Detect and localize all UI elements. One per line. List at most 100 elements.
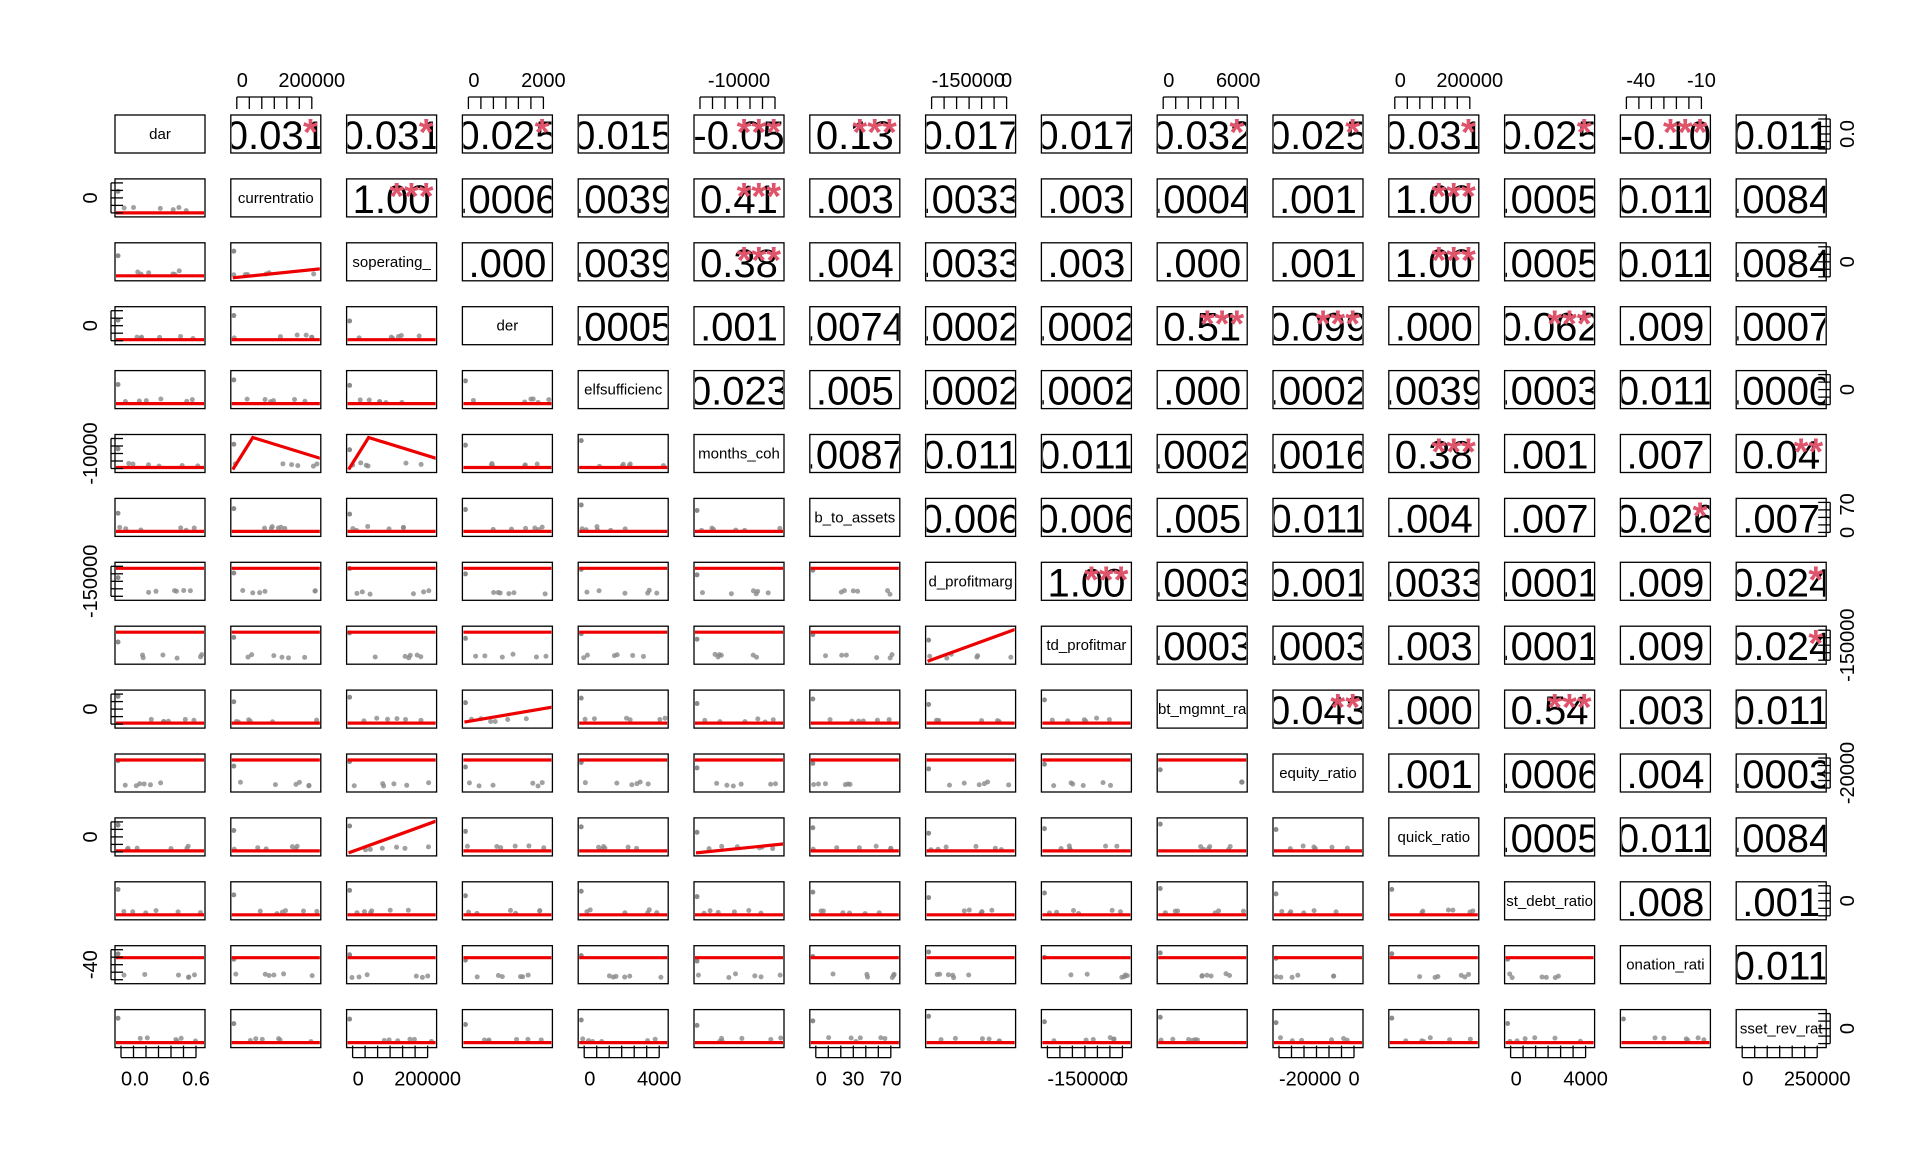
scatter-point	[407, 652, 413, 658]
scatter-point	[1227, 972, 1233, 978]
scatter-point	[1111, 1036, 1117, 1042]
correlation-value: .0002	[921, 306, 1021, 350]
panel-box	[577, 1008, 669, 1049]
scatter-point	[153, 908, 159, 914]
scatter-panel	[926, 949, 1015, 981]
scatter-point	[279, 654, 285, 660]
correlation-value: .000	[468, 242, 546, 286]
panel-box	[1040, 625, 1133, 665]
correlation-cell: .001	[700, 308, 778, 344]
scatter-point	[262, 588, 268, 594]
correlation-cell: .008	[1626, 883, 1704, 919]
scatter-point	[1311, 908, 1317, 914]
panel-box	[1388, 433, 1480, 474]
significance-stars: ***	[1084, 559, 1129, 601]
scatter-point	[966, 907, 972, 913]
scatter-point	[1277, 1035, 1283, 1041]
panel-box	[1156, 945, 1248, 985]
scatter-point	[1006, 782, 1012, 788]
correlation-value: .0087	[805, 434, 905, 478]
correlation-cell: .001	[1279, 180, 1357, 216]
scatter-panel	[579, 1017, 668, 1045]
scatter-point	[347, 447, 353, 453]
scatter-point	[231, 1021, 237, 1027]
scatter-point	[1158, 767, 1163, 773]
panel-box	[1272, 881, 1364, 921]
scatter-point	[1158, 885, 1163, 891]
scatter-point	[596, 844, 602, 850]
scatter-point	[176, 268, 182, 274]
correlation-value: .0005	[1500, 817, 1600, 861]
scatter-panel	[926, 758, 1015, 788]
scatter-panel	[810, 630, 899, 661]
correlation-cell: 0.099***	[1274, 308, 1362, 344]
correlation-cell: .0087	[805, 434, 905, 478]
scatter-point	[403, 716, 409, 722]
significance-stars: ***	[737, 240, 782, 282]
scatter-point	[934, 972, 940, 978]
scatter-point	[1042, 826, 1047, 832]
correlation-cell: .004	[816, 244, 894, 280]
scatter-point	[285, 655, 291, 661]
scatter-point	[1652, 1035, 1658, 1041]
scatter-panel	[1042, 697, 1131, 725]
correlation-cell: .0002	[1274, 372, 1362, 408]
panel-box	[1272, 497, 1364, 538]
scatter-point	[270, 398, 276, 404]
scatter-point	[1509, 975, 1515, 981]
panel-box	[809, 369, 901, 410]
scatter-point	[121, 909, 127, 915]
scatter-point	[463, 700, 468, 706]
scatter-point	[730, 783, 736, 789]
smooth-line	[927, 627, 1015, 663]
scatter-panel	[347, 565, 436, 597]
scatter-point	[945, 972, 951, 978]
scatter-point	[752, 973, 758, 979]
panel-box	[1156, 1008, 1248, 1049]
scatter-point	[347, 952, 353, 958]
correlation-value: 0.54	[1511, 689, 1589, 733]
correlation-cell: .0002	[1158, 436, 1246, 472]
scatter-panel	[231, 828, 320, 853]
scatter-point	[231, 570, 237, 576]
panel-box	[693, 242, 785, 282]
scatter-point	[614, 780, 620, 786]
panel-box	[809, 306, 901, 346]
panel-box	[230, 114, 322, 154]
scatter-point	[1186, 1037, 1192, 1043]
scatter-point	[425, 973, 431, 979]
scatter-point	[1094, 715, 1100, 721]
scatter-point	[231, 634, 237, 640]
panel-box	[230, 433, 322, 474]
scatter-point	[1042, 1019, 1047, 1025]
scatter-point	[289, 462, 295, 468]
scatter-point	[640, 653, 646, 659]
scatter-point	[850, 588, 856, 594]
panel-box	[1503, 1008, 1596, 1049]
scatter-point	[463, 893, 468, 899]
panel-box	[1503, 433, 1596, 474]
correlation-value: -0.10	[1620, 114, 1711, 158]
correlation-cell: -0.10***	[1620, 114, 1711, 158]
scatter-panel	[116, 758, 204, 789]
scatter-point	[303, 332, 309, 338]
scatter-point	[130, 461, 136, 467]
scatter-point	[620, 461, 626, 467]
scatter-point	[839, 652, 845, 658]
axis-tick-label: 30	[842, 1069, 864, 1091]
axis-tick-label: 4000	[1563, 1069, 1608, 1091]
scatter-point	[185, 843, 191, 849]
scatter-point	[842, 782, 848, 788]
panel-box	[924, 817, 1017, 857]
scatter-panel	[1274, 1020, 1362, 1045]
scatter-point	[421, 589, 427, 595]
scatter-point	[770, 846, 776, 852]
scatter-panel	[116, 630, 204, 661]
scatter-point	[282, 525, 288, 531]
scatter-point	[275, 525, 281, 531]
correlation-cell: 0.043**	[1274, 691, 1362, 727]
scatter-point	[231, 892, 237, 898]
scatter-point	[1068, 972, 1074, 978]
scatter-point	[926, 701, 932, 707]
scatter-point	[823, 653, 829, 659]
